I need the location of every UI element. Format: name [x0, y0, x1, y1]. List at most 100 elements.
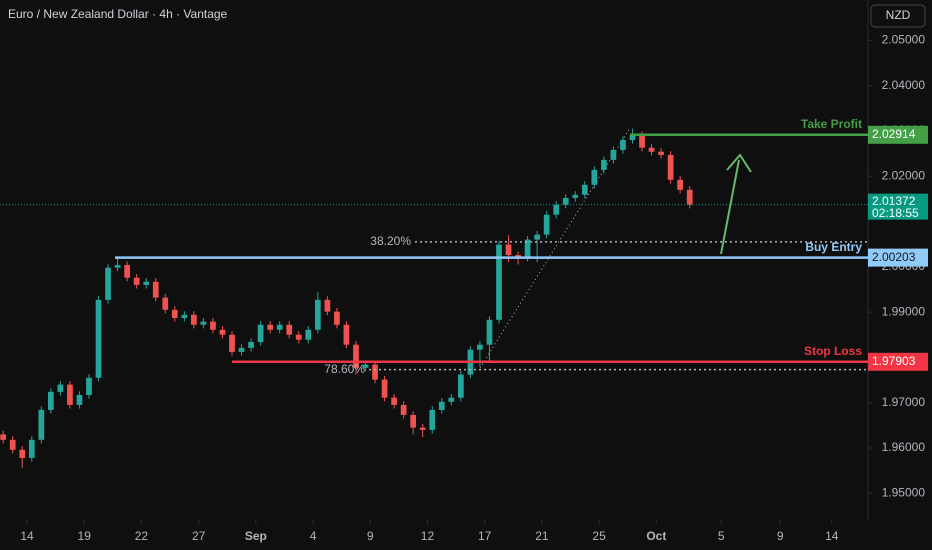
candle-body: [38, 409, 45, 440]
candle-body: [553, 204, 560, 215]
last-price-label: 2.01372: [872, 194, 916, 208]
candle-body: [152, 281, 159, 298]
candle-body: [305, 329, 312, 340]
candle-body: [86, 377, 92, 395]
x-tick-label: 19: [78, 529, 92, 543]
candle: [152, 278, 159, 302]
candle-body: [343, 324, 350, 345]
candle-body: [276, 324, 283, 330]
candle-body: [238, 347, 245, 352]
candle-body: [229, 334, 235, 352]
candle: [162, 293, 169, 314]
candle-body: [334, 311, 340, 325]
candle-body: [191, 314, 197, 325]
currency-button[interactable]: [870, 4, 926, 28]
candle: [314, 291, 321, 334]
candle-body: [47, 391, 54, 410]
candle-body: [257, 324, 264, 342]
level-price-box: [868, 125, 928, 144]
candle-body: [171, 309, 178, 318]
x-tick-label: 14: [20, 529, 34, 543]
x-tick-label: 9: [777, 529, 784, 543]
candle: [229, 331, 235, 356]
candle-body: [410, 414, 417, 428]
candle-body: [295, 334, 302, 340]
candle-body: [124, 264, 130, 278]
candle-body: [9, 439, 16, 450]
candle: [667, 151, 674, 184]
candle: [191, 311, 197, 329]
currency-label[interactable]: NZD: [886, 8, 911, 22]
candle: [553, 201, 560, 219]
candle-body: [629, 134, 636, 140]
candle-body: [534, 234, 540, 240]
x-tick-label: 25: [592, 529, 606, 543]
candle-body: [76, 394, 83, 405]
x-tick-label: 9: [367, 529, 374, 543]
candle: [38, 406, 45, 444]
candle-body: [95, 299, 102, 378]
candle: [133, 274, 140, 289]
candle-body: [400, 404, 407, 415]
candle: [591, 166, 598, 189]
candle-body: [543, 214, 550, 235]
candle: [86, 374, 92, 399]
level-price-label: 1.97903: [872, 354, 916, 368]
candle: [601, 156, 607, 174]
level-price-label: 2.00203: [872, 250, 916, 264]
candle-body: [457, 374, 464, 398]
candle: [419, 423, 426, 438]
candle: [57, 380, 64, 396]
candle: [581, 181, 588, 199]
candle-body: [658, 151, 664, 155]
candle-body: [143, 281, 150, 285]
candle-body: [524, 239, 531, 258]
candle-body: [620, 139, 626, 150]
candle: [543, 211, 550, 239]
candle-body: [581, 184, 588, 195]
candle: [372, 361, 378, 384]
x-tick-label: 21: [535, 529, 549, 543]
arrow: [720, 153, 752, 255]
candle-body: [314, 299, 321, 330]
candle-body: [686, 189, 693, 205]
arrow-head: [726, 153, 752, 173]
x-tick-label: 4: [310, 529, 317, 543]
candle: [343, 321, 350, 349]
candle: [143, 278, 150, 289]
candle: [334, 308, 340, 329]
x-tick-label: Sep: [245, 529, 267, 543]
candle-body: [677, 179, 684, 190]
y-tick-label: 2.05000: [882, 32, 926, 46]
candle-body: [419, 427, 426, 430]
candle-body: [610, 149, 617, 160]
candle: [267, 321, 274, 334]
candle-body: [133, 277, 140, 285]
candle: [400, 401, 407, 419]
candle: [438, 398, 445, 414]
candle-body: [28, 439, 35, 458]
candle: [486, 316, 493, 362]
candle: [114, 257, 121, 272]
candle: [620, 136, 626, 154]
candle-body: [67, 384, 73, 405]
candle: [28, 436, 35, 462]
candle-body: [181, 314, 188, 318]
candle-body: [667, 154, 674, 180]
y-tick-label: 2.04000: [882, 78, 926, 92]
candle: [95, 296, 102, 382]
candle: [629, 128, 636, 144]
candle: [391, 394, 397, 409]
y-tick-label: 1.96000: [882, 440, 926, 454]
candle: [276, 321, 283, 334]
candle-body: [391, 397, 397, 405]
candle: [105, 264, 111, 304]
candle-body: [486, 319, 493, 345]
level-price-label: 2.02914: [872, 127, 916, 141]
candle-body: [114, 264, 121, 268]
level-name: Take Profit: [801, 117, 862, 131]
candle: [219, 326, 226, 339]
candle: [76, 391, 83, 409]
candle: [448, 394, 455, 406]
